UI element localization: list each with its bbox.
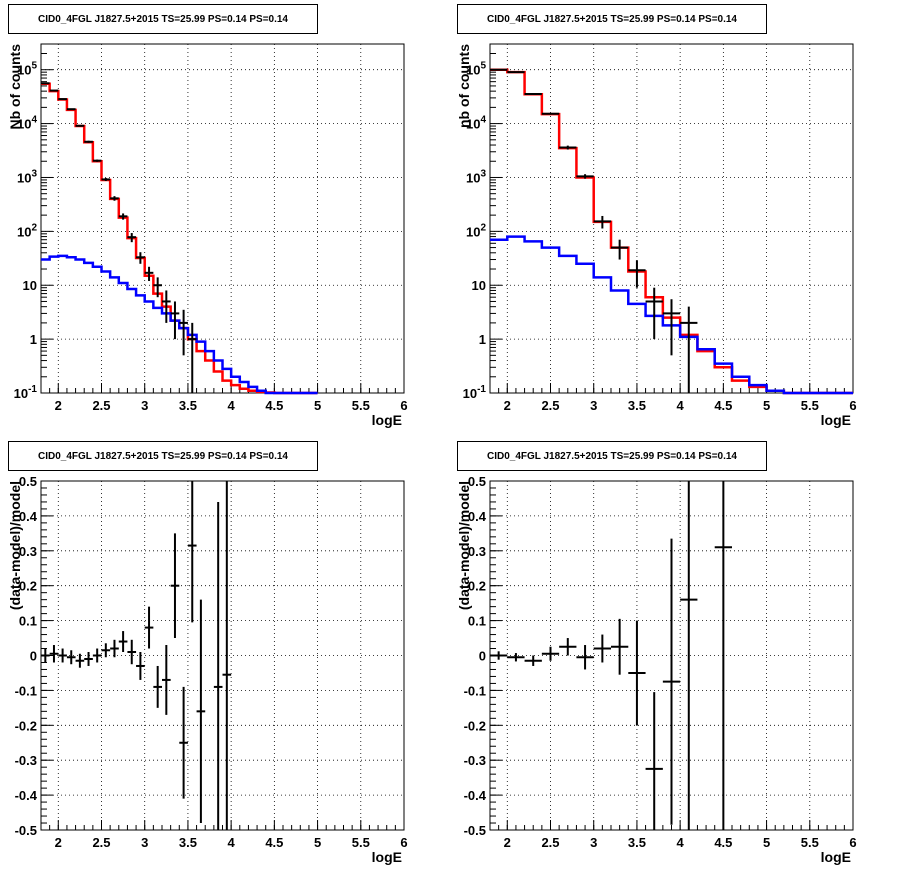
x-tick-label: 4.5 — [265, 398, 283, 413]
x-tick-label: 5.5 — [352, 835, 370, 850]
x-tick-label: 4 — [228, 398, 236, 413]
histogram-series-line — [41, 82, 318, 395]
x-tick-label: 3 — [141, 398, 148, 413]
x-tick-label: 2.5 — [92, 835, 110, 850]
y-tick-label: 105 — [17, 61, 37, 78]
y-tick-label: 0.4 — [19, 509, 38, 524]
chart-panel-counts-left: 2 2.5 3 3.5 4 4.5 5 5.5 6 10-1 1 10 102 103 104 105 logE… — [0, 0, 449, 437]
chart-svg: 2 2.5 3 3.5 4 4.5 5 5.5 6 10-1 1 10 102 103 104 105 logE… — [7, 43, 408, 428]
y-tick-label: 104 — [466, 115, 486, 132]
y-tick-label: 0.1 — [19, 614, 37, 629]
y-axis-label: (data-model)/model — [456, 481, 472, 610]
chart-svg: 2 2.5 3 3.5 4 4.5 5 5.5 6 -0.5 -0.4 -0.3 -0.2 -0.1 0 0.… — [456, 474, 857, 865]
y-tick-label: -0.2 — [15, 718, 37, 733]
y-tick-label: -0.1 — [15, 683, 37, 698]
y-tick-label: 104 — [17, 115, 37, 132]
x-axis-label: logE — [821, 849, 851, 865]
y-tick-label: -0.3 — [464, 753, 486, 768]
x-tick-label: 4 — [677, 835, 685, 850]
chart-title: CID0_4FGL J1827.5+2015 TS=25.99 PS=0.14 … — [457, 4, 767, 34]
chart-panel-residuals-left: 2 2.5 3 3.5 4 4.5 5 5.5 6 -0.5 -0.4 -0.3 -0.2 -0.1 0 0.… — [0, 437, 449, 875]
x-tick-label: 5 — [314, 835, 321, 850]
y-tick-label: 10-1 — [463, 384, 487, 401]
x-tick-label: 2.5 — [541, 835, 559, 850]
x-tick-label: 5 — [763, 835, 770, 850]
y-tick-label: -0.4 — [15, 788, 38, 803]
y-tick-label: 0 — [479, 649, 486, 664]
histogram-series-line — [490, 235, 853, 395]
y-axis-label: Nb of counts — [7, 44, 23, 130]
y-tick-label: -0.4 — [464, 788, 487, 803]
x-tick-label: 6 — [400, 835, 407, 850]
y-tick-label: 1 — [479, 332, 486, 347]
x-tick-label: 2 — [55, 835, 62, 850]
x-tick-label: 3 — [141, 835, 148, 850]
y-tick-label: 105 — [466, 61, 486, 78]
x-tick-label: 3.5 — [179, 835, 197, 850]
y-tick-label: 0.5 — [468, 474, 486, 489]
x-tick-label: 4.5 — [714, 398, 732, 413]
plot-frame — [40, 43, 405, 394]
plot-frame — [489, 43, 854, 394]
x-axis-label: logE — [372, 849, 402, 865]
chart-title: CID0_4FGL J1827.5+2015 TS=25.99 PS=0.14 … — [8, 441, 318, 471]
y-tick-label: -0.1 — [464, 683, 486, 698]
x-tick-label: 5 — [314, 398, 321, 413]
y-tick-label: -0.5 — [464, 823, 486, 838]
x-tick-label: 3 — [590, 835, 597, 850]
x-tick-label: 3.5 — [628, 835, 646, 850]
x-axis-label: logE — [372, 412, 402, 428]
chart-panel-residuals-right: 2 2.5 3 3.5 4 4.5 5 5.5 6 -0.5 -0.4 -0.3 -0.2 -0.1 0 0.… — [449, 437, 898, 875]
x-tick-label: 4.5 — [265, 835, 283, 850]
y-tick-label: 0.3 — [19, 544, 37, 559]
y-tick-label: 0.5 — [19, 474, 37, 489]
x-axis-label: logE — [821, 412, 851, 428]
y-tick-label: 102 — [466, 222, 486, 239]
y-tick-label: -0.2 — [464, 718, 486, 733]
y-tick-label: 0.2 — [19, 579, 37, 594]
y-tick-label: 102 — [17, 222, 37, 239]
x-tick-label: 2.5 — [541, 398, 559, 413]
x-tick-label: 6 — [849, 835, 856, 850]
x-tick-label: 3 — [590, 398, 597, 413]
y-tick-label: 10 — [472, 278, 486, 293]
x-tick-label: 2 — [504, 398, 511, 413]
x-tick-label: 5.5 — [801, 398, 819, 413]
y-tick-label: -0.3 — [15, 753, 37, 768]
x-tick-label: 5.5 — [801, 835, 819, 850]
chart-title: CID0_4FGL J1827.5+2015 TS=25.99 PS=0.14 … — [457, 441, 767, 471]
x-tick-label: 2 — [55, 398, 62, 413]
x-tick-label: 5 — [763, 398, 770, 413]
histogram-series-line — [41, 254, 318, 395]
chart-svg: 2 2.5 3 3.5 4 4.5 5 5.5 6 10-1 1 10 102 103 104 105 logE… — [456, 43, 857, 428]
x-tick-label: 6 — [400, 398, 407, 413]
x-tick-label: 4 — [677, 398, 685, 413]
chart-svg: 2 2.5 3 3.5 4 4.5 5 5.5 6 -0.5 -0.4 -0.3 -0.2 -0.1 0 0.… — [7, 474, 408, 865]
chart-title: CID0_4FGL J1827.5+2015 TS=25.99 PS=0.14 … — [8, 4, 318, 34]
x-tick-label: 3.5 — [628, 398, 646, 413]
x-tick-label: 6 — [849, 398, 856, 413]
y-tick-label: 0.4 — [468, 509, 487, 524]
y-tick-label: -0.5 — [15, 823, 37, 838]
x-tick-label: 4 — [228, 835, 236, 850]
y-tick-label: 10 — [23, 278, 37, 293]
y-axis-label: (data-model)/model — [7, 481, 23, 610]
chart-panel-counts-right: 2 2.5 3 3.5 4 4.5 5 5.5 6 10-1 1 10 102 103 104 105 logE… — [449, 0, 898, 437]
y-tick-label: 0.3 — [468, 544, 486, 559]
x-tick-label: 2.5 — [92, 398, 110, 413]
y-tick-label: 0.2 — [468, 579, 486, 594]
y-tick-label: 0.1 — [468, 614, 486, 629]
x-tick-label: 3.5 — [179, 398, 197, 413]
y-tick-label: 10-1 — [14, 384, 38, 401]
y-tick-label: 1 — [30, 332, 37, 347]
y-tick-label: 0 — [30, 649, 37, 664]
y-tick-label: 103 — [466, 168, 486, 185]
x-tick-label: 2 — [504, 835, 511, 850]
x-tick-label: 4.5 — [714, 835, 732, 850]
x-tick-label: 5.5 — [352, 398, 370, 413]
y-axis-label: nb of counts — [456, 44, 472, 128]
y-tick-label: 103 — [17, 168, 37, 185]
